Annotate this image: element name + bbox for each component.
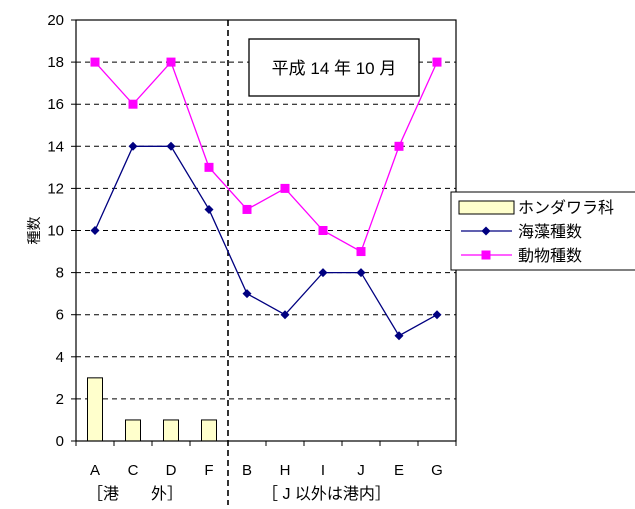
y-axis-label: 種数 — [26, 217, 42, 245]
x-tick-label: G — [431, 462, 443, 479]
data-point — [204, 162, 214, 172]
data-point — [90, 226, 100, 235]
data-point — [166, 57, 176, 67]
bar — [125, 419, 141, 442]
y-tick-label: 12 — [47, 180, 64, 197]
data-point — [280, 183, 290, 193]
legend-label: 海藻種数 — [518, 223, 582, 241]
tick-labels: 0 2 4 6 8 10 12 14 16 18 20 A C D F B H I J E G — [47, 12, 443, 479]
y-tick-label: 14 — [47, 138, 64, 155]
x-tick-label: B — [242, 462, 252, 479]
x-tick-label: A — [90, 462, 100, 479]
data-point — [90, 57, 100, 67]
legend-marker — [481, 226, 491, 236]
annotation-text: 平成 14 年 10 月 — [272, 59, 397, 78]
y-tick-label: 20 — [47, 12, 64, 29]
group-label: ［港 外］ — [87, 485, 183, 503]
x-tick-label: H — [280, 462, 291, 479]
data-point — [242, 289, 252, 299]
data-point — [128, 141, 138, 151]
y-tick-label: 6 — [56, 307, 64, 324]
bar-series — [87, 377, 217, 442]
group-labels: ［港 外］ ［ J 以外は港内］ — [87, 485, 391, 503]
y-tick-label: 18 — [47, 54, 64, 71]
x-tick-label: F — [204, 462, 213, 479]
data-point — [242, 204, 252, 214]
y-tick-label: 2 — [56, 391, 64, 408]
data-point — [280, 310, 290, 320]
data-point — [318, 268, 328, 278]
data-point — [432, 57, 442, 67]
y-tick-label: 0 — [56, 433, 64, 450]
data-point — [128, 99, 138, 109]
y-tick-label: 16 — [47, 96, 64, 113]
series-line — [94, 145, 438, 337]
data-point — [204, 204, 214, 214]
annotation-box: 平成 14 年 10 月 — [248, 38, 420, 97]
x-tick-label: C — [128, 462, 139, 479]
data-point — [432, 310, 442, 320]
group-label: ［ J 以外は港内］ — [262, 485, 391, 503]
line-series — [90, 57, 442, 341]
x-tick-label: I — [321, 462, 325, 479]
bar — [87, 377, 103, 442]
y-tick-label: 4 — [56, 349, 64, 366]
y-tick-label: 10 — [47, 223, 64, 240]
bar — [201, 419, 217, 442]
series-line — [94, 60, 438, 253]
data-point — [356, 268, 366, 278]
legend-label: ホンダワラ科 — [518, 199, 614, 217]
x-tick-label: D — [166, 462, 177, 479]
data-point — [166, 141, 176, 151]
legend-swatch — [458, 200, 515, 215]
data-point — [318, 226, 328, 235]
legend-label: 動物種数 — [518, 247, 582, 265]
data-point — [394, 331, 404, 341]
legend-marker — [481, 250, 491, 260]
bar — [163, 419, 179, 442]
x-tick-label: E — [394, 462, 404, 479]
y-tick-label: 8 — [56, 265, 64, 282]
data-point — [394, 141, 404, 151]
data-point — [356, 247, 366, 257]
x-tick-label: J — [357, 462, 365, 479]
